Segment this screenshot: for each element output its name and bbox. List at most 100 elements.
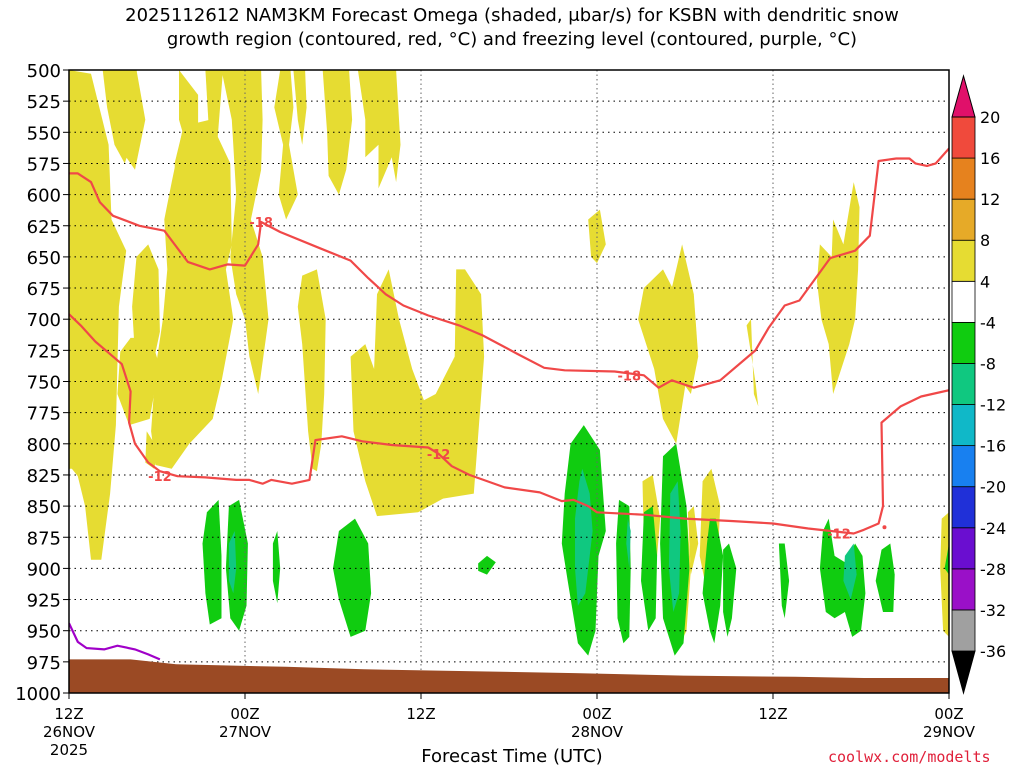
y-tick-label-800: 800 [27, 435, 61, 456]
omega-region-16 [297, 269, 326, 472]
omega-region-32 [478, 555, 496, 575]
x-tick-label-24-0: 12Z [406, 705, 435, 723]
colorbar-label--24: -24 [980, 519, 1006, 538]
omega-region-13 [293, 70, 307, 145]
contour-label-0: -18 [249, 216, 273, 231]
colorbar-bin-2 [951, 568, 976, 611]
omega-region-45 [228, 531, 237, 594]
omega-region-5 [117, 337, 159, 426]
y-tick-label-625: 625 [27, 217, 61, 238]
colorbar-bin-6 [951, 404, 976, 447]
colorbar-label-20: 20 [980, 108, 1000, 127]
colorbar-bin-9 [951, 280, 976, 323]
omega-region-42 [944, 543, 949, 575]
chart-title-line-2: growth region (contoured, red, °C) and f… [166, 29, 858, 50]
omega-region-37 [702, 518, 724, 644]
y-tick-label-650: 650 [27, 248, 61, 269]
omega-region-29 [225, 499, 248, 631]
y-tick-label-825: 825 [27, 466, 61, 487]
y-tick-label-950: 950 [27, 622, 61, 643]
x-tick-label-12-0: 00Z [230, 705, 259, 723]
colorbar-bin-8 [951, 321, 976, 364]
chart-title-line-1: 2025112612 NAM3KM Forecast Omega (shaded… [125, 5, 899, 26]
y-tick-label-900: 900 [27, 559, 61, 580]
colorbar-arrow-low [951, 650, 976, 695]
colorbar-bin-3 [951, 527, 976, 570]
contour-layer [69, 147, 949, 661]
colorbar-label--32: -32 [980, 601, 1006, 620]
omega-region-38 [723, 543, 737, 637]
colorbar-label--20: -20 [980, 478, 1006, 497]
omega-region-12 [274, 70, 298, 220]
y-tick-label-675: 675 [27, 279, 61, 300]
omega-region-39 [778, 543, 790, 619]
omega-region-15 [357, 70, 401, 189]
y-tick-label-700: 700 [27, 310, 61, 331]
omega-region-44 [668, 481, 681, 612]
x-axis-label: Forecast Time (UTC) [421, 746, 603, 767]
credit-text: coolwx.com/modelts [828, 748, 991, 766]
x-tick-label-48-0: 12Z [758, 705, 787, 723]
dgz-contour-0 [69, 147, 949, 389]
omega-region-34 [616, 499, 631, 644]
omega-region-8 [174, 127, 196, 257]
colorbar-bin-7 [951, 363, 976, 405]
colorbar-label-8: 8 [980, 231, 990, 250]
omega-region-21 [817, 182, 860, 394]
omega-region-3 [113, 70, 146, 170]
y-tick-label-575: 575 [27, 154, 61, 175]
y-tick-label-525: 525 [27, 92, 61, 113]
x-tick-label-60-0: 00Z [934, 705, 963, 723]
dgz-contour-dot [882, 525, 887, 530]
grid-lines [69, 70, 949, 693]
contour-label-1: -18 [618, 369, 642, 384]
y-tick-label-775: 775 [27, 404, 61, 425]
y-tick-label-600: 600 [27, 186, 61, 207]
omega-region-1 [93, 132, 113, 307]
y-tick-label-550: 550 [27, 123, 61, 144]
colorbar-bin-1 [951, 609, 976, 652]
y-tick-label-925: 925 [27, 591, 61, 612]
omega-region-14 [322, 70, 353, 195]
x-tick-label-0-2: 2025 [50, 741, 88, 759]
y-tick-label-875: 875 [27, 528, 61, 549]
colorbar-bin-4 [951, 486, 976, 529]
x-tick-label-36-0: 00Z [582, 705, 611, 723]
colorbar-bin-10 [951, 239, 976, 282]
y-tick-label-750: 750 [27, 373, 61, 394]
colorbar: -36 -32 -28 -24 -20 -16 -12 -8 -4 4 8 12 16 20 [951, 74, 1006, 695]
colorbar-label--4: -4 [980, 313, 996, 332]
colorbar-label--16: -16 [980, 437, 1006, 456]
dgz-contour-1 [69, 313, 949, 535]
colorbar-bin-13 [951, 116, 976, 159]
chart-title: 2025112612 NAM3KM Forecast Omega (shaded… [0, 4, 1024, 52]
y-tick-label-975: 975 [27, 653, 61, 674]
omega-region-46 [626, 518, 631, 569]
omega-region-0 [69, 70, 127, 560]
contour-label-4: -12 [827, 528, 851, 543]
freezing-level-contour [69, 622, 161, 661]
y-tick-label-850: 850 [27, 497, 61, 518]
colorbar-label-12: 12 [980, 190, 1000, 209]
omega-region-31 [333, 518, 372, 637]
omega-region-30 [272, 531, 281, 604]
omega-region-28 [202, 499, 222, 625]
omega-shading-layer [69, 70, 949, 656]
omega-region-9 [179, 70, 199, 145]
x-tick-label-12-1: 27NOV [219, 723, 272, 741]
omega-region-26 [940, 512, 949, 637]
colorbar-label--36: -36 [980, 642, 1006, 661]
omega-region-19 [667, 244, 699, 394]
omega-region-47 [843, 543, 857, 600]
colorbar-label-16: 16 [980, 149, 1000, 168]
colorbar-label--12: -12 [980, 396, 1006, 415]
x-tick-label-60-1: 29NOV [923, 723, 976, 741]
contour-label-2: -12 [148, 470, 172, 485]
omega-region-22 [588, 209, 606, 264]
omega-region-20 [746, 319, 759, 407]
y-axis: 500 525 550 575 600 625 650 675 700 725 750 775 800 8… [15, 61, 69, 705]
colorbar-arrow-high [951, 74, 976, 118]
contour-label-3: -12 [427, 448, 451, 463]
contour-labels: -18 -18 -12 -12 -12 [148, 216, 851, 543]
colorbar-label--28: -28 [980, 560, 1006, 579]
